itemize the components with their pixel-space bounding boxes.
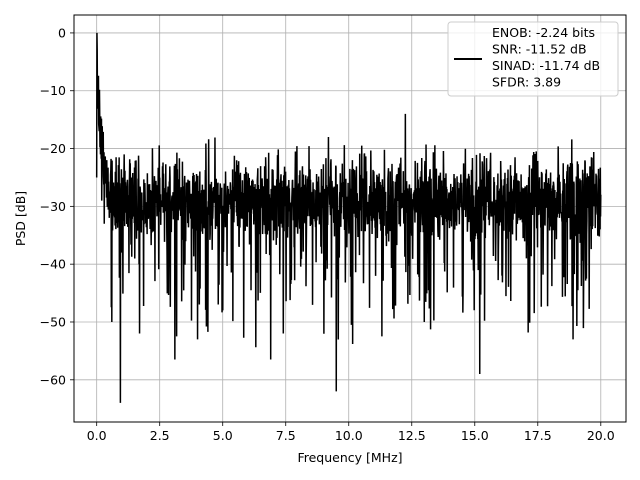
legend-sinad: SINAD: -11.74 dB xyxy=(492,58,600,73)
y-tick-label: 0 xyxy=(58,25,66,40)
y-tick-label: −20 xyxy=(40,141,66,156)
x-axis-label: Frequency [MHz] xyxy=(297,450,402,465)
x-tick-label: 15.0 xyxy=(461,428,489,443)
y-tick-label: −60 xyxy=(40,372,66,387)
psd-series-line xyxy=(95,32,602,403)
x-tick-label: 12.5 xyxy=(398,428,426,443)
legend-enob: ENOB: -2.24 bits xyxy=(492,25,595,40)
legend-sfdr: SFDR: 3.89 xyxy=(492,75,561,90)
plot-area xyxy=(95,32,602,403)
legend-box xyxy=(447,21,619,97)
x-tick-label: 17.5 xyxy=(524,428,552,443)
x-tick-label: 5.0 xyxy=(213,428,233,443)
x-tick-label: 0.0 xyxy=(87,428,107,443)
ticks: 0.0 2.5 5.0 7.5 10.0 12.5 15.0 17.5 20.0 0 −10 −20 −… xyxy=(40,25,615,443)
axes-frame xyxy=(73,14,627,423)
x-tick-label: 20.0 xyxy=(587,428,615,443)
y-tick-label: −30 xyxy=(40,199,66,214)
y-axis-label: PSD [dB] xyxy=(13,191,28,246)
x-tick-label: 7.5 xyxy=(276,428,296,443)
legend: ENOB: -2.24 bits SNR: -11.52 dB SINAD: -… xyxy=(447,21,619,97)
x-tick-label: 10.0 xyxy=(335,428,363,443)
y-tick-label: −50 xyxy=(40,314,66,329)
x-tick-label: 2.5 xyxy=(150,428,170,443)
y-tick-label: −40 xyxy=(40,257,66,272)
legend-snr: SNR: -11.52 dB xyxy=(492,42,587,57)
y-tick-label: −10 xyxy=(40,83,66,98)
